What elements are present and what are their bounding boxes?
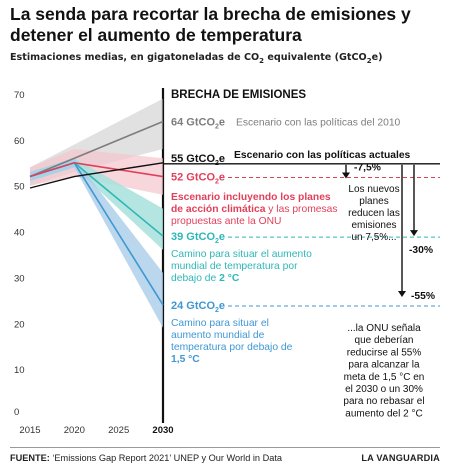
label-line: y las promesas	[265, 204, 337, 215]
source-label: FUENTE:	[10, 453, 53, 463]
uncertainty-band-path_2c	[30, 158, 163, 250]
label-emph: 2 °C	[219, 273, 240, 284]
x-tick-label: 2015	[19, 425, 40, 436]
series-label-path-2c: Camino para situar el aumento mundial de …	[171, 249, 312, 284]
label-line: temperatura por debajo de	[171, 342, 293, 353]
value-text: 39 GtCO	[171, 231, 215, 243]
y-tick-label: 20	[14, 319, 25, 330]
y-tick-label: 30	[14, 273, 25, 284]
note-line: meta de 1,5 °C en	[344, 372, 425, 383]
x-tick-label: 2020	[64, 425, 85, 436]
value-text: 64 GtCO	[171, 117, 215, 129]
value-label-24: 24 GtCO2e	[171, 300, 225, 314]
label-line: Camino para situar el	[171, 318, 269, 329]
source-note: FUENTE: ‘Emissions Gap Report 2021’ UNEP…	[10, 453, 282, 463]
x-tick-label: 2025	[108, 425, 129, 436]
note-line: para alcanzar la	[348, 360, 420, 371]
note-line: el 2030 o un 30%	[345, 384, 423, 395]
y-tick-label: 50	[14, 182, 25, 193]
value-subscript: 2	[215, 124, 219, 131]
brand-logo: LA VANGUARDIA	[361, 453, 440, 463]
gap-arrow-30-head	[410, 230, 418, 237]
annotation-label-30: -30%	[409, 245, 433, 256]
chart-subtitle: Estimaciones medias, en gigatoneladas de…	[10, 52, 383, 65]
uncertainty-band-path_1_5c	[30, 158, 163, 328]
value-text: 24 GtCO	[171, 300, 215, 312]
note-line: emisiones	[351, 220, 396, 231]
value-label-39: 39 GtCO2e	[171, 231, 225, 245]
series-line-climate_plans	[29, 161, 164, 178]
annotation-note-7-5: Los nuevos planes reducen las emisiones un 7…	[348, 184, 400, 243]
annotation-note-55: ...la ONU señala que deberían reducirse al…	[343, 323, 424, 419]
series-line-current_policies	[29, 162, 164, 189]
y-tick-label: 0	[14, 407, 19, 418]
chart-title: La senda para recortar la brecha de emis…	[10, 4, 411, 45]
y-tick-label: 60	[14, 136, 25, 147]
note-line: que deberían	[355, 335, 414, 346]
y-tick-label: 10	[14, 365, 25, 376]
series-label-current-policies: Escenario con las políticas actuales	[234, 150, 411, 161]
note-line: reducirse al 55%	[347, 347, 422, 358]
value-label-55: 55 GtCO2e	[171, 153, 225, 167]
value-text: e	[219, 172, 225, 184]
gap-title: BRECHA DE EMISIONES	[171, 89, 306, 101]
note-line: ...la ONU señala	[347, 323, 421, 334]
value-text: e	[219, 117, 225, 129]
value-text: e	[219, 231, 225, 243]
value-subscript: 2	[215, 179, 219, 186]
note-line: reducen las	[348, 208, 400, 219]
gap-arrow-55-head	[398, 290, 406, 297]
value-subscript: 2	[215, 307, 219, 314]
value-text: 55 GtCO	[171, 153, 215, 165]
note-line: planes	[359, 196, 388, 207]
value-text: e	[219, 300, 225, 312]
note-line: aumento del 2 °C	[345, 408, 422, 419]
series-label-climate-plans: Escenario incluyendo los planes de acción…	[171, 192, 338, 227]
value-subscript: 2	[215, 238, 219, 245]
y-tick-label: 40	[14, 228, 25, 239]
value-label-52: 52 GtCO2e	[171, 172, 225, 186]
label-line: aumento mundial de	[171, 330, 265, 341]
series-line-policies_2010	[29, 120, 164, 178]
value-label-64: 64 GtCO2e	[171, 117, 225, 131]
x-tick-label: 2030	[152, 425, 173, 436]
label-line: Escenario incluyendo los planes	[171, 192, 331, 203]
label-line: de acción climática	[171, 204, 266, 215]
note-line: para no rebasar el	[343, 396, 424, 407]
note-line: un 7,5%...	[351, 232, 396, 243]
label-line: debajo de	[171, 273, 219, 284]
label-emph: 1,5 °C	[171, 354, 200, 365]
note-line: Los nuevos	[348, 184, 399, 195]
series-label-policies-2010: Escenario con las políticas del 2010	[236, 118, 401, 129]
series-label-path-1-5c: Camino para situar el aumento mundial de t…	[171, 318, 293, 365]
label-line: Camino para situar el aumento	[171, 249, 312, 260]
value-text: e	[219, 153, 225, 165]
annotation-label-7-5: -7,5%	[354, 163, 381, 174]
annotation-label-55: -55%	[411, 291, 435, 302]
label-line: mundial de temperatura por	[171, 261, 298, 272]
y-tick-label: 70	[14, 90, 25, 101]
label-line: propuestas ante la ONU	[171, 216, 281, 227]
source-text: ‘Emissions Gap Report 2021’ UNEP y Our W…	[52, 453, 282, 463]
gap-arrow-7-5-head	[342, 172, 350, 179]
value-text: 52 GtCO	[171, 172, 215, 184]
footer: FUENTE: ‘Emissions Gap Report 2021’ UNEP…	[10, 447, 440, 463]
